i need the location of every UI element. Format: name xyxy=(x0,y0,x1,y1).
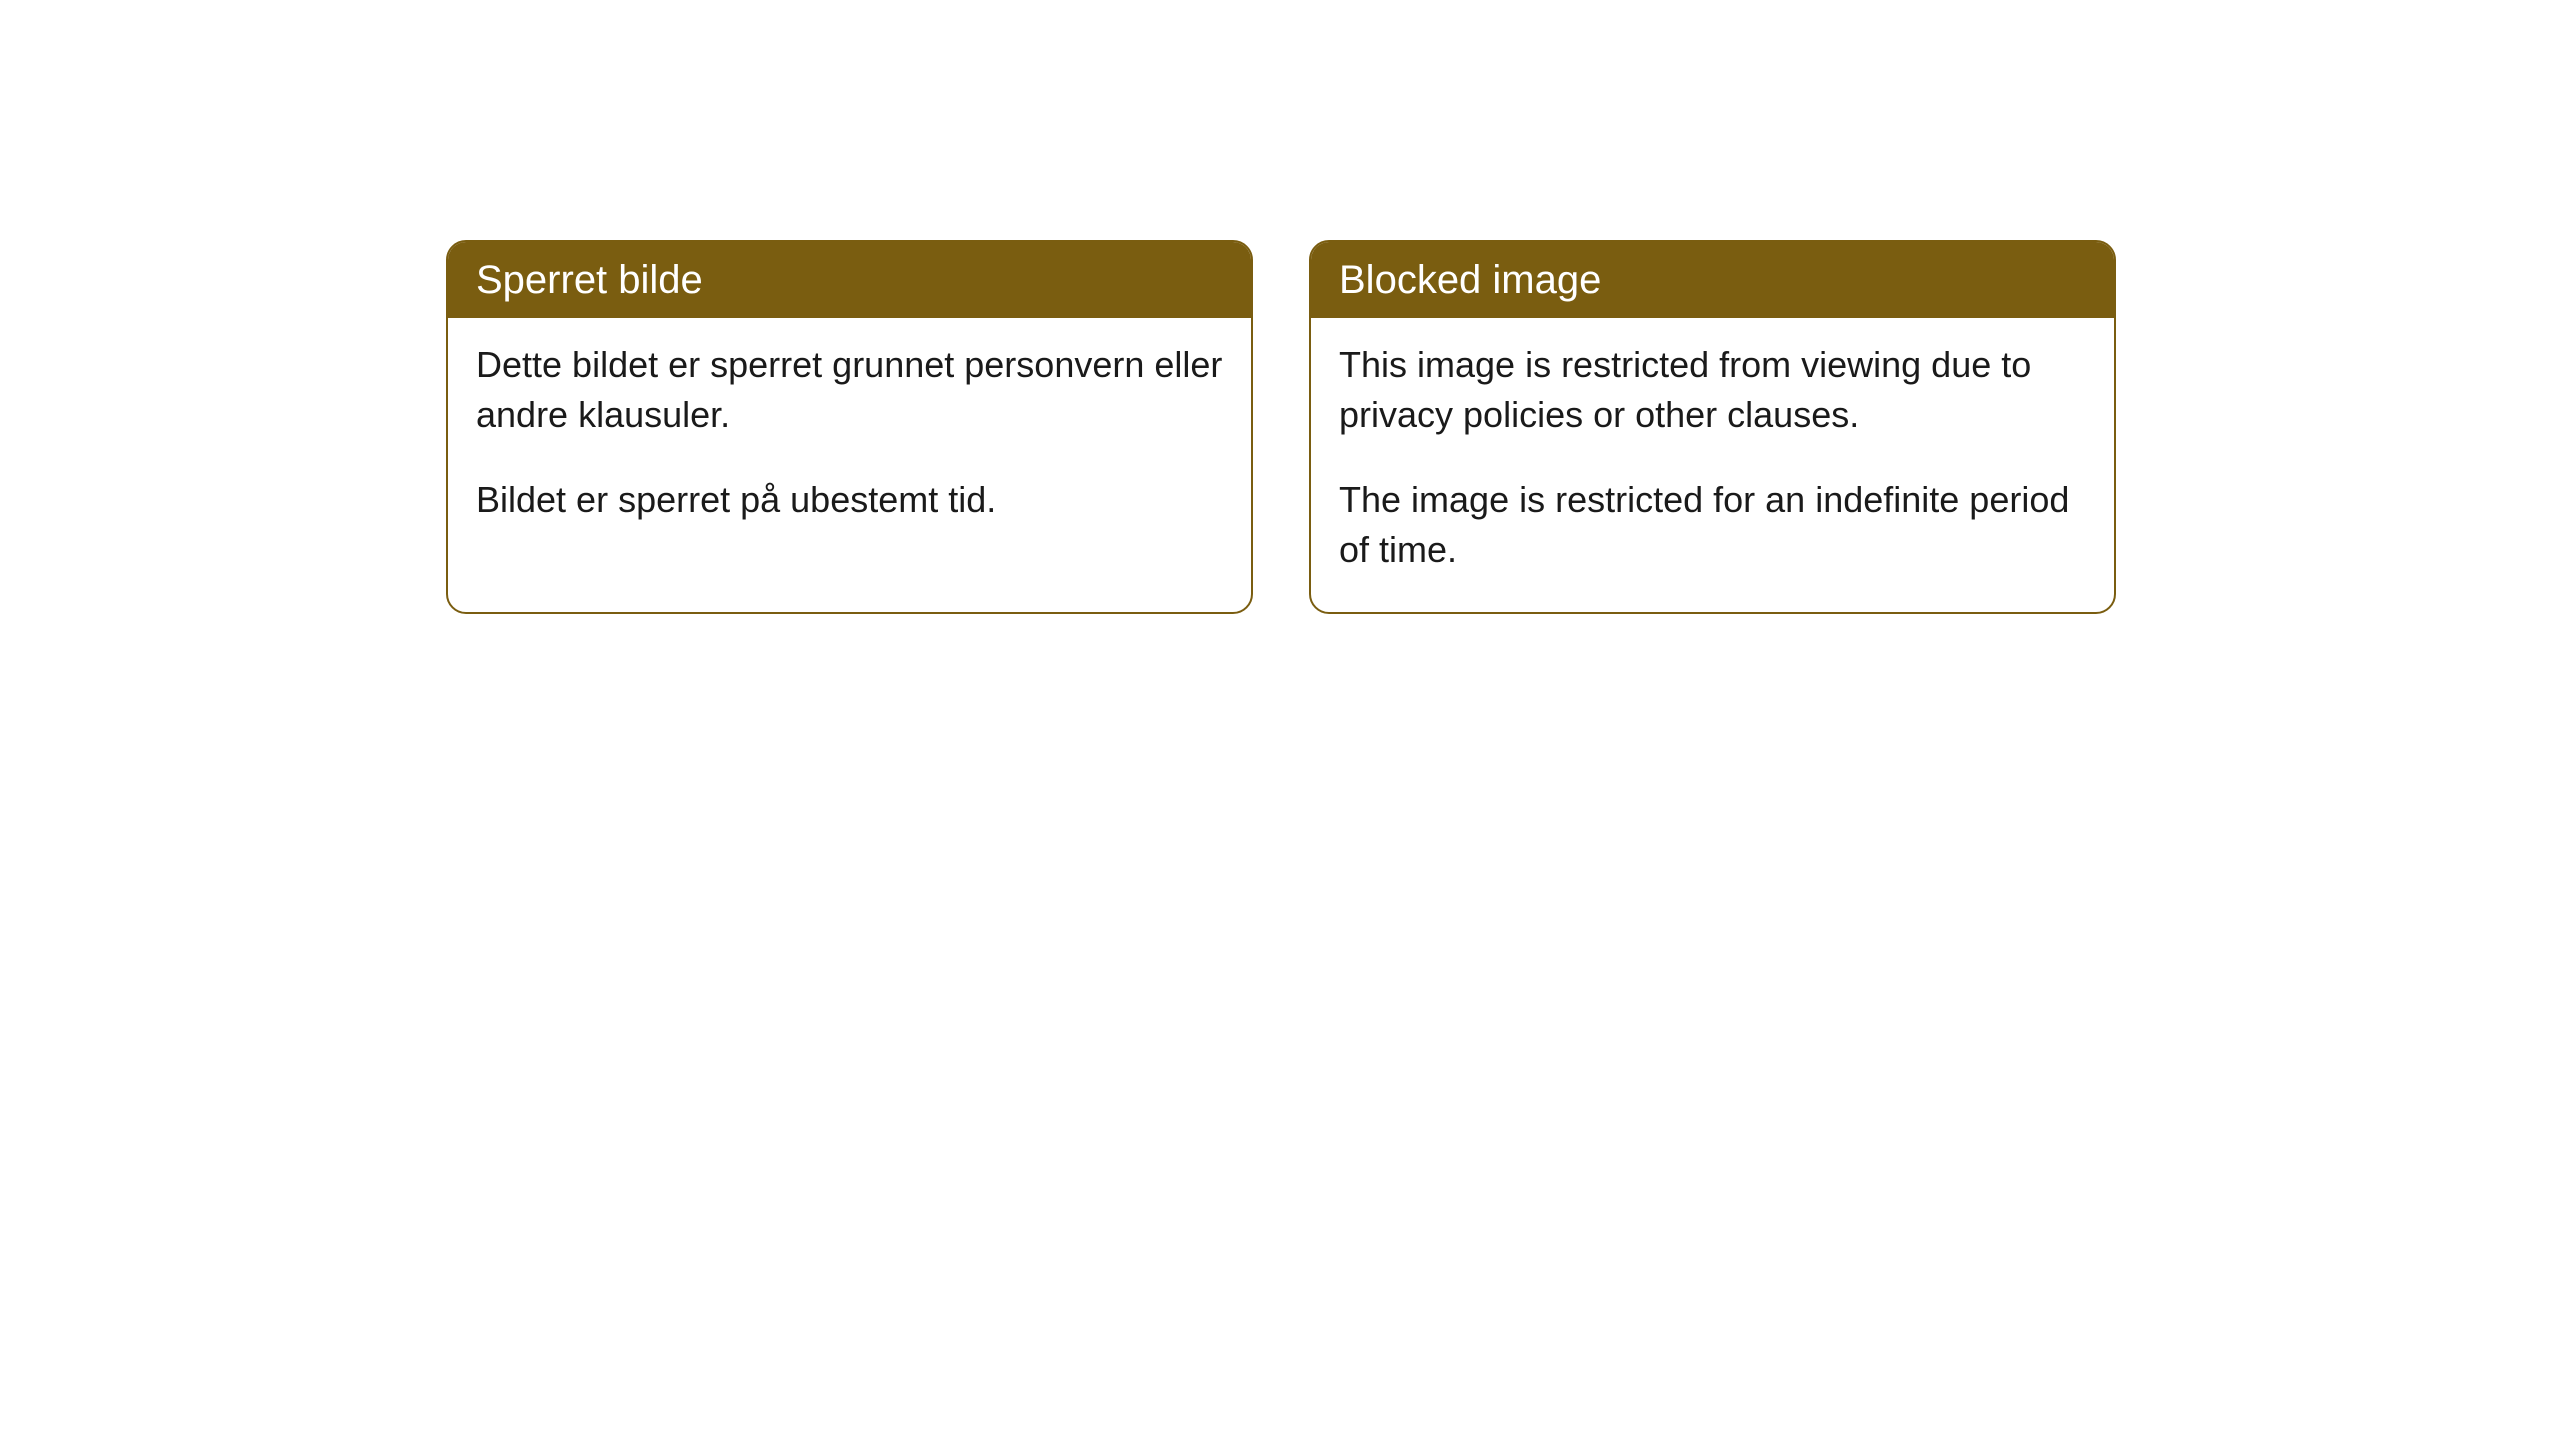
card-english: Blocked image This image is restricted f… xyxy=(1309,240,2116,614)
card-text-2: Bildet er sperret på ubestemt tid. xyxy=(476,475,1223,525)
card-norwegian: Sperret bilde Dette bildet er sperret gr… xyxy=(446,240,1253,614)
card-text-2: The image is restricted for an indefinit… xyxy=(1339,475,2086,576)
card-header: Sperret bilde xyxy=(448,242,1251,318)
card-text-1: This image is restricted from viewing du… xyxy=(1339,340,2086,441)
card-body: Dette bildet er sperret grunnet personve… xyxy=(448,318,1251,561)
cards-container: Sperret bilde Dette bildet er sperret gr… xyxy=(446,240,2116,614)
card-text-1: Dette bildet er sperret grunnet personve… xyxy=(476,340,1223,441)
card-header: Blocked image xyxy=(1311,242,2114,318)
card-body: This image is restricted from viewing du… xyxy=(1311,318,2114,612)
